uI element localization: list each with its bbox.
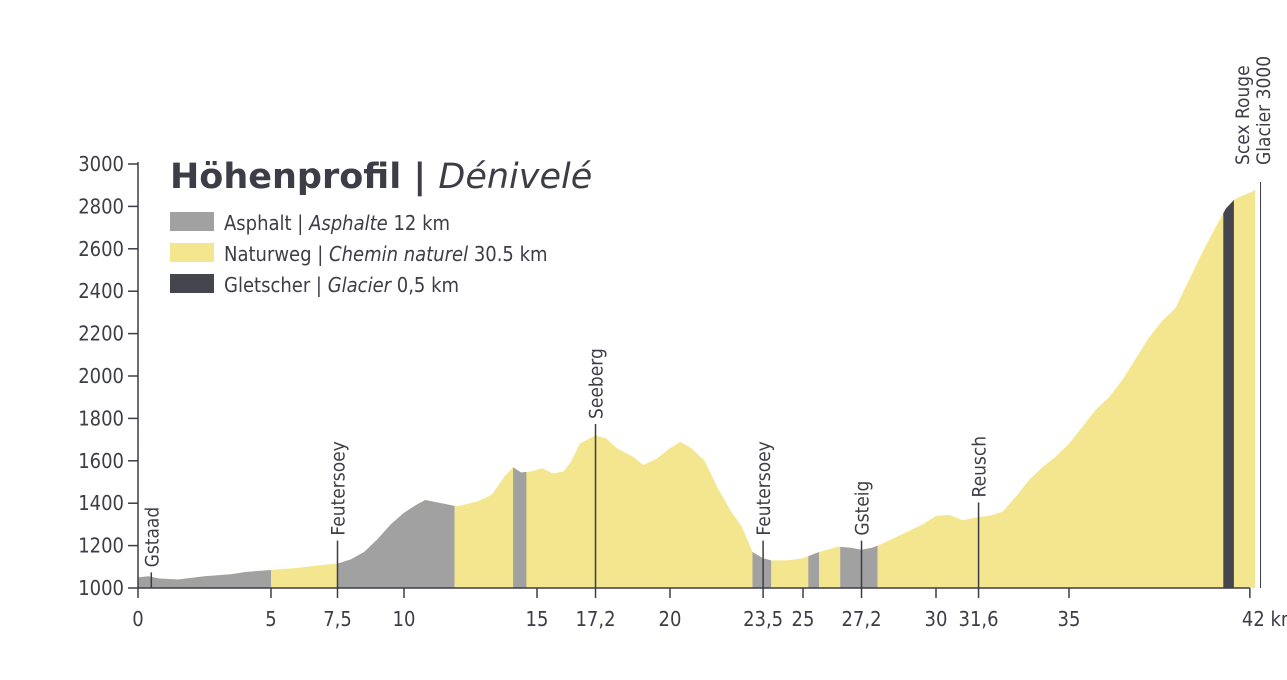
asphalt-segment: [840, 545, 878, 588]
y-tick-label: 1200: [78, 534, 124, 558]
y-tick-label: 2400: [78, 279, 124, 303]
place-label: Reusch: [969, 436, 991, 498]
y-tick-label: 1000: [78, 576, 124, 600]
x-tick-label: 0: [132, 607, 143, 631]
x-tick-label: 35: [1058, 607, 1081, 631]
y-tick-label: 1400: [78, 491, 124, 515]
legend-swatch-glacier: [170, 274, 214, 293]
legend-swatch-natural: [170, 243, 214, 262]
y-tick-label: 1800: [78, 406, 124, 430]
legend-label-asphalt: Asphalt | Asphalte 12 km: [224, 211, 450, 235]
x-tick-label: 17,2: [575, 607, 615, 631]
svg-text:Höhenprofil | Dénivelé: Höhenprofil | Dénivelé: [170, 157, 592, 197]
title-sub: Dénivelé: [438, 157, 592, 197]
x-tick-label: 25: [792, 607, 815, 631]
asphalt-segment: [752, 552, 772, 588]
place-label: Feutersoey: [753, 441, 775, 535]
plot-area: [138, 189, 1256, 588]
title-main: Höhenprofil: [170, 157, 401, 197]
y-tick-label: 2800: [78, 194, 124, 218]
x-tick-label: 20: [659, 607, 682, 631]
chart-title: Höhenprofil | Dénivelé: [170, 157, 592, 197]
axes: 1000 1200 1400 1600 1800 2000 2200 2400 2600 2800…: [78, 152, 1287, 631]
summit-label: Scex Rouge: [1232, 65, 1254, 165]
legend: Asphalt | Asphalte 12 km Naturweg | Chemi…: [170, 211, 548, 297]
place-label: Gstaad: [141, 507, 163, 568]
legend-label-glacier: Gletscher | Glacier 0,5 km: [224, 273, 459, 297]
asphalt-segment: [138, 570, 271, 588]
x-tick-label: 15: [526, 607, 549, 631]
y-tick-label: 2000: [78, 364, 124, 388]
asphalt-segment: [337, 500, 455, 588]
asphalt-segment: [513, 467, 527, 588]
summit-label: Glacier 3000: [1253, 56, 1275, 165]
place-label: Feutersoey: [328, 441, 350, 535]
x-tick-label: 42 km: [1242, 607, 1287, 631]
x-tick-label: 10: [393, 607, 416, 631]
x-tick-label: 31,6: [959, 607, 999, 631]
x-tick-label: 5: [265, 607, 276, 631]
y-tick-label: 2200: [78, 322, 124, 346]
title-separator: |: [401, 157, 438, 197]
place-label: Gsteig: [852, 481, 874, 536]
legend-label-natural: Naturweg | Chemin naturel 30.5 km: [224, 242, 548, 266]
x-tick-label: 30: [925, 607, 948, 631]
x-tick-label: 23,5: [743, 607, 783, 631]
place-markers: Gstaad Feutersoey Seeberg Feutersoey Gsteig R…: [141, 56, 1275, 588]
x-tick-label: 7,5: [323, 607, 352, 631]
y-tick-label: 3000: [78, 152, 124, 176]
y-tick-label: 1600: [78, 449, 124, 473]
x-tick-label: 27,2: [841, 607, 881, 631]
legend-swatch-asphalt: [170, 212, 214, 231]
y-tick-label: 2600: [78, 237, 124, 261]
natural-path-area: [138, 189, 1256, 588]
place-label: Seeberg: [586, 348, 608, 419]
asphalt-segment: [808, 552, 819, 588]
glacier-segment: [1223, 200, 1234, 588]
